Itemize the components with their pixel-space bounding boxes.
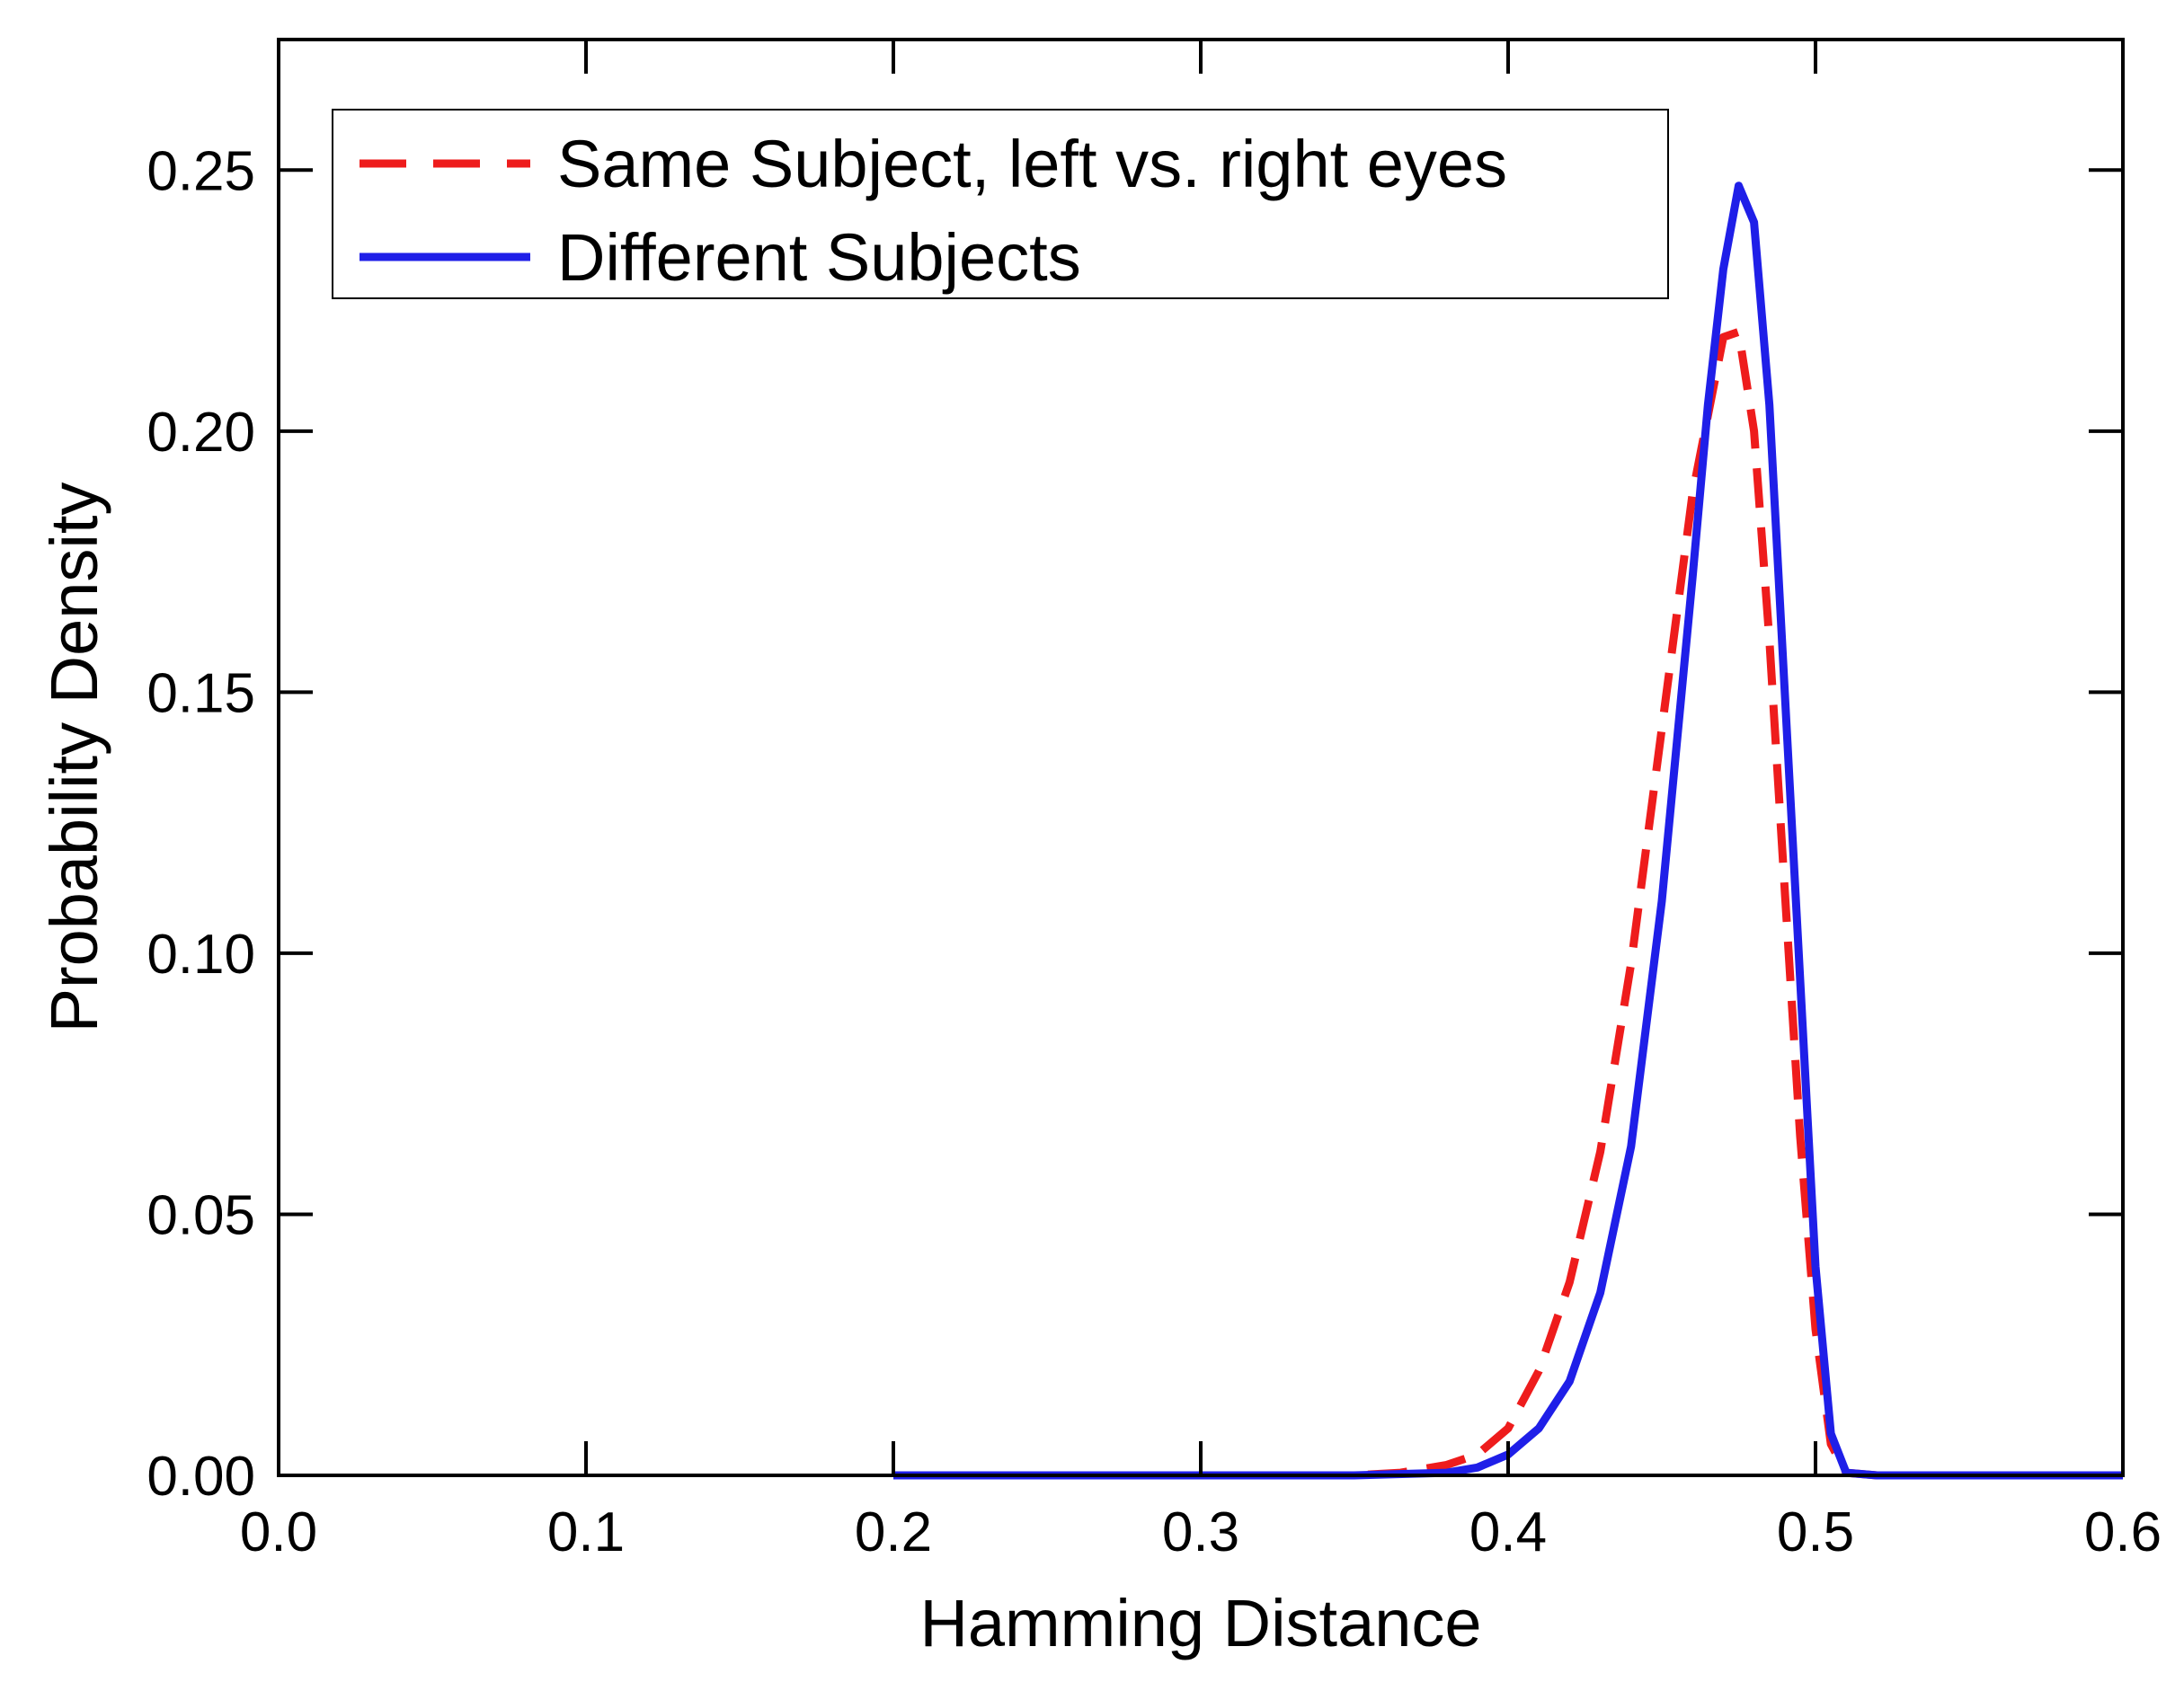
- x-tick-label: 0.2: [855, 1501, 932, 1563]
- x-tick-label: 0.5: [1777, 1501, 1854, 1563]
- series-line-1: [893, 181, 2123, 1480]
- x-axis-ticks: 0.0 0.1 0.2 0.3 0.4 0.5 0.6: [240, 40, 2162, 1563]
- x-tick-label: 0.6: [2084, 1501, 2162, 1563]
- series-line-0: [893, 327, 2123, 1480]
- legend-label-different-subjects: Different Subjects: [557, 220, 1081, 295]
- legend: Same Subject, left vs. right eyes Differ…: [332, 109, 1669, 299]
- y-tick-label: 0.10: [146, 924, 255, 986]
- x-tick-label: 0.1: [547, 1501, 625, 1563]
- legend-box: [332, 109, 1669, 299]
- y-axis-ticks: 0.00 0.05 0.10 0.15 0.20 0.25: [146, 140, 2123, 1508]
- y-axis-title: Probability Density: [37, 483, 111, 1033]
- y-tick-label: 0.20: [146, 402, 255, 464]
- y-tick-label: 0.05: [146, 1184, 255, 1246]
- x-axis-title: Hamming Distance: [919, 1586, 1481, 1660]
- x-tick-label: 0.0: [240, 1501, 317, 1563]
- x-tick-label: 0.4: [1469, 1501, 1547, 1563]
- y-tick-label: 0.25: [146, 140, 255, 202]
- x-tick-label: 0.3: [1162, 1501, 1239, 1563]
- legend-label-same-subject: Same Subject, left vs. right eyes: [557, 127, 1507, 201]
- y-tick-label: 0.00: [146, 1446, 255, 1508]
- plot-lines: [893, 181, 2123, 1480]
- y-tick-label: 0.15: [146, 662, 255, 724]
